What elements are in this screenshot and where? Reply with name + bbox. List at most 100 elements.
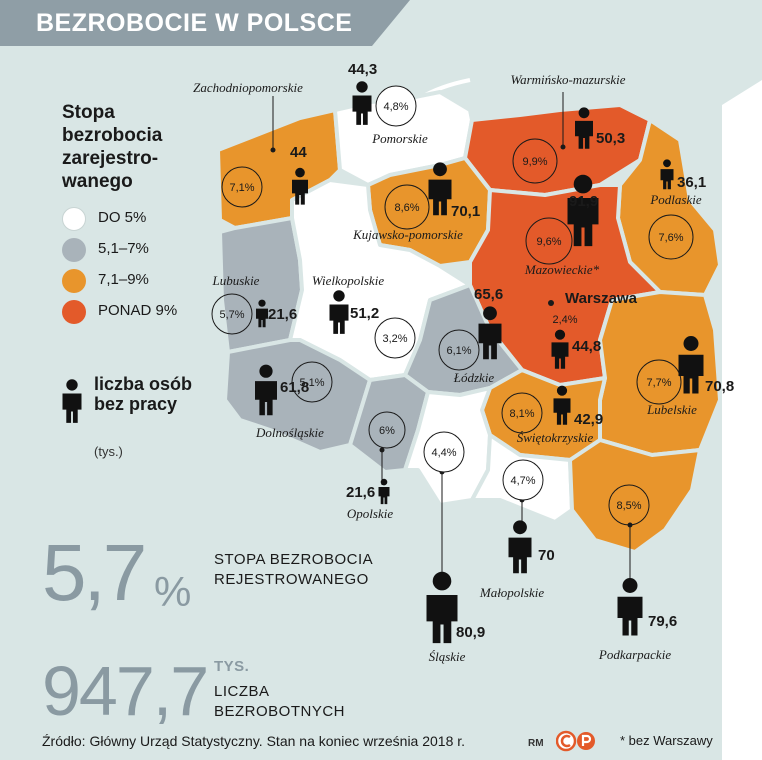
- national-count-unit: TYS.: [214, 658, 250, 675]
- person-icon-warminsko-mazurskie: [575, 107, 593, 149]
- unemployed-label-podkarpackie: 79,6: [648, 613, 677, 630]
- rate-circle-kujawsko-pomorskie: [384, 184, 430, 230]
- region-name-warszawa: Warszawa: [565, 290, 638, 307]
- national-rate-suffix: %: [154, 568, 192, 615]
- rate-circle-dolnoslaskie: [291, 361, 333, 403]
- region-name-pomorskie: Pomorskie: [371, 131, 428, 146]
- rate-label-podkarpackie: 8,5%: [616, 500, 641, 512]
- rate-label-malopolskie: 4,7%: [510, 475, 535, 487]
- national-count-label: LICZBA BEZROBOTNYCH: [214, 683, 346, 720]
- person-icon-podkarpackie: [617, 578, 643, 636]
- capital-dot-warszawa: [548, 300, 554, 306]
- rate-circle-zachodniopomorskie: [221, 166, 263, 208]
- legend-swatch-red: [62, 300, 86, 324]
- person-icon-slaskie: [426, 571, 458, 644]
- rate-label-mazowieckie: 9,6%: [536, 236, 561, 248]
- unemployed-label-warszawa: 44,8: [572, 338, 601, 355]
- rate-label-warminsko-mazurskie: 9,9%: [522, 156, 547, 168]
- legend-people-marker: [62, 379, 82, 423]
- legend-label: 7,1–9%: [98, 271, 149, 288]
- legend-label: 5,1–7%: [98, 240, 149, 257]
- rate-circle-lubuskie: [211, 293, 253, 335]
- region-name-slaskie: Śląskie: [429, 649, 466, 664]
- unemployed-label-warminsko-mazurskie: 50,3: [596, 130, 625, 147]
- legend-swatch-grey: [62, 238, 86, 262]
- national-count-value: 947,7: [42, 652, 209, 730]
- person-icon-kujawsko-pomorskie: [428, 162, 452, 216]
- person-icon-mazowieckie: [567, 174, 599, 247]
- rate-label-slaskie: 4,4%: [431, 447, 456, 459]
- region-name-malopolskie: Małopolskie: [479, 585, 544, 600]
- unemployed-label-lodzkie: 65,6: [474, 286, 503, 303]
- rate-label-lodzkie: 6,1%: [446, 345, 471, 357]
- region-name-warminsko-mazurskie: Warmińsko-mazurskie: [510, 72, 625, 87]
- region-name-zachodniopomorskie: Zachodniopomorskie: [193, 80, 303, 95]
- legend-rate-title: Stopa bezrobocia zarejestro-wanego: [62, 102, 163, 192]
- region-name-kujawsko-pomorskie: Kujawsko-pomorskie: [352, 227, 463, 242]
- person-icon-opolskie: [378, 478, 390, 505]
- unemployed-label-dolnoslaskie: 61,8: [280, 379, 309, 396]
- person-icon-lubelskie: [678, 336, 704, 394]
- rate-circle-opolskie: [368, 411, 406, 449]
- region-name-opolskie: Opolskie: [347, 506, 393, 521]
- region-name-dolnoslaskie: Dolnośląskie: [255, 425, 324, 440]
- legend-swatch-orange: [62, 269, 86, 293]
- legend-person-icon: [62, 379, 82, 423]
- unemployed-label-lubuskie: 21,6: [268, 306, 297, 323]
- unemployed-label-zachodniopomorskie: 44: [290, 144, 307, 161]
- region-name-swietokrzyskie: Świętokrzyskie: [517, 430, 594, 445]
- legend-label: PONAD 9%: [98, 302, 178, 319]
- title-bar: [0, 0, 410, 46]
- person-icon-swietokrzyskie: [553, 385, 571, 425]
- rate-circle-slaskie: [423, 431, 465, 473]
- person-icon-dolnoslaskie: [255, 364, 277, 416]
- region-name-podlaskie: Podlaskie: [649, 192, 701, 207]
- rate-label-dolnoslaskie: 5,1%: [299, 377, 324, 389]
- region-name-wielkopolskie: Wielkopolskie: [312, 273, 384, 288]
- region-name-lubuskie: Lubuskie: [212, 273, 260, 288]
- region-name-podkarpackie: Podkarpackie: [598, 647, 671, 662]
- rate-circle-malopolskie: [502, 459, 544, 501]
- rate-circle-pomorskie: [375, 85, 417, 127]
- leader-dot-opolskie: [379, 447, 385, 453]
- region-markers: 7,1% 44 Zachodniopomorskie 4,8% 44,3 Pomorski…: [193, 61, 734, 664]
- legend-label: DO 5%: [98, 209, 147, 226]
- legend-people-unit: (tys.): [94, 444, 123, 459]
- rate-circle-mazowieckie: [525, 217, 573, 265]
- rate-circle-wielkopolskie: [374, 317, 416, 359]
- unemployed-label-opolskie: 21,6: [346, 484, 375, 501]
- national-rate-value: 5,7: [42, 528, 147, 617]
- person-icon-wielkopolskie: [329, 290, 349, 334]
- author-initials: RM: [528, 738, 544, 749]
- publisher-logo-icon: [556, 730, 595, 752]
- rate-label-swietokrzyskie: 8,1%: [509, 408, 534, 420]
- rate-label-wielkopolskie: 3,2%: [382, 333, 407, 345]
- region-shape-podkarpackie: [568, 438, 702, 554]
- unemployed-label-malopolskie: 70: [538, 547, 555, 564]
- person-icon-zachodniopomorskie: [292, 167, 308, 205]
- unemployed-label-slaskie: 80,9: [456, 624, 485, 641]
- person-icon-lubuskie: [256, 299, 268, 328]
- national-rate-label: STOPA BEZROBOCIA REJESTROWANEGO: [214, 551, 373, 588]
- leader-dot-warminsko-mazurskie: [560, 144, 566, 150]
- region-name-lubelskie: Lubelskie: [646, 402, 697, 417]
- rate-label-lubelskie: 7,7%: [646, 377, 671, 389]
- unemployed-label-mazowieckie: 91,9: [569, 193, 598, 210]
- rate-circle-lodzkie: [438, 329, 480, 371]
- page-title: BEZROBOCIE W POLSCE: [36, 9, 353, 37]
- person-icon-malopolskie: [508, 520, 532, 574]
- rate-label-lubuskie: 5,7%: [219, 309, 244, 321]
- rate-label-podlaskie: 7,6%: [658, 232, 683, 244]
- person-icon-pomorskie: [352, 81, 372, 125]
- unemployed-label-swietokrzyskie: 42,9: [574, 411, 603, 428]
- legend-people-title: liczba osób bez pracy: [94, 374, 193, 414]
- unemployed-label-lubelskie: 70,8: [705, 378, 734, 395]
- unemployed-label-pomorskie: 44,3: [348, 61, 377, 78]
- source-note: Źródło: Główny Urząd Statystyczny. Stan …: [42, 733, 466, 749]
- person-icon-lodzkie: [478, 306, 502, 360]
- rate-label-zachodniopomorskie: 7,1%: [229, 182, 254, 194]
- person-icon-podlaskie: [660, 159, 674, 190]
- unemployed-label-wielkopolskie: 51,2: [350, 305, 379, 322]
